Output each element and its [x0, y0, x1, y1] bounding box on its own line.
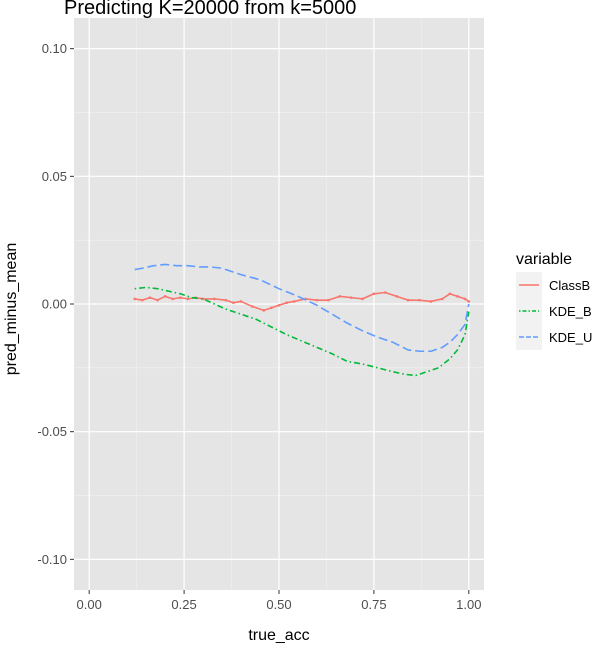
- data-point-classb: [327, 298, 330, 302]
- data-point-classb: [448, 292, 452, 296]
- series-lines: [133, 263, 471, 377]
- y-axis-label: pred_minus_mean: [3, 243, 20, 376]
- data-point-classb: [440, 297, 444, 301]
- y-tick-label: -0.10: [37, 552, 67, 567]
- y-tick-label: 0.10: [42, 41, 67, 56]
- data-point-classb: [467, 300, 471, 303]
- x-tick-label: 0.00: [77, 597, 102, 612]
- data-point-classb: [156, 298, 159, 302]
- data-point-classb: [395, 295, 398, 298]
- data-point-classb: [383, 291, 387, 294]
- x-tick-label: 0.25: [171, 597, 196, 612]
- data-point-classb: [270, 306, 273, 310]
- data-point-classb: [186, 297, 190, 301]
- legend-label-kde_u: KDE_U: [549, 330, 592, 345]
- chart-title: Predicting K=20000 from k=5000: [64, 0, 356, 19]
- legend[interactable]: variable ClassB KDE_B KDE_U: [516, 251, 592, 350]
- legend-label-kde_b: KDE_B: [549, 304, 592, 319]
- legend-label-classb: ClassB: [549, 278, 590, 293]
- data-point-classb: [239, 300, 243, 303]
- data-point-classb: [315, 298, 319, 302]
- x-tick-label: 0.75: [361, 597, 386, 612]
- data-point-classb: [292, 300, 296, 303]
- data-point-classb: [201, 297, 205, 301]
- axes: 0.00 0.25 0.50 0.75 1.00 -0.10 -0.05 0.00 0.05 0.…: [37, 41, 481, 612]
- data-point-classb: [456, 295, 459, 298]
- data-point-classb: [213, 297, 216, 301]
- data-point-classb: [349, 296, 353, 299]
- data-point-classb: [285, 301, 288, 305]
- x-axis-label: true_acc: [248, 627, 309, 644]
- y-tick-label: 0.00: [42, 297, 67, 312]
- data-point-classb: [277, 303, 281, 307]
- data-point-classb: [224, 298, 228, 302]
- data-point-classb: [171, 297, 175, 301]
- data-point-classb: [372, 292, 376, 296]
- data-point-classb: [141, 298, 144, 302]
- series-line-kde_b: [134, 286, 470, 377]
- data-point-classb: [361, 297, 364, 301]
- data-point-classb: [429, 300, 433, 303]
- data-point-classb: [133, 297, 137, 301]
- data-point-classb: [406, 298, 410, 302]
- x-tick-label: 0.50: [266, 597, 291, 612]
- data-point-classb: [338, 295, 342, 298]
- data-point-classb: [262, 309, 266, 312]
- data-point-classb: [163, 295, 167, 298]
- data-point-classb: [251, 305, 254, 308]
- y-tick-label: -0.05: [37, 424, 67, 439]
- x-tick-label: 1.00: [456, 597, 481, 612]
- series-line-kde_u: [134, 263, 470, 353]
- legend-title: variable: [516, 251, 572, 268]
- data-point-classb: [148, 296, 152, 299]
- data-point-classb: [178, 296, 182, 299]
- data-point-classb: [232, 301, 235, 305]
- y-tick-label: 0.05: [42, 169, 67, 184]
- data-point-classb: [463, 297, 467, 301]
- data-point-classb: [418, 298, 421, 302]
